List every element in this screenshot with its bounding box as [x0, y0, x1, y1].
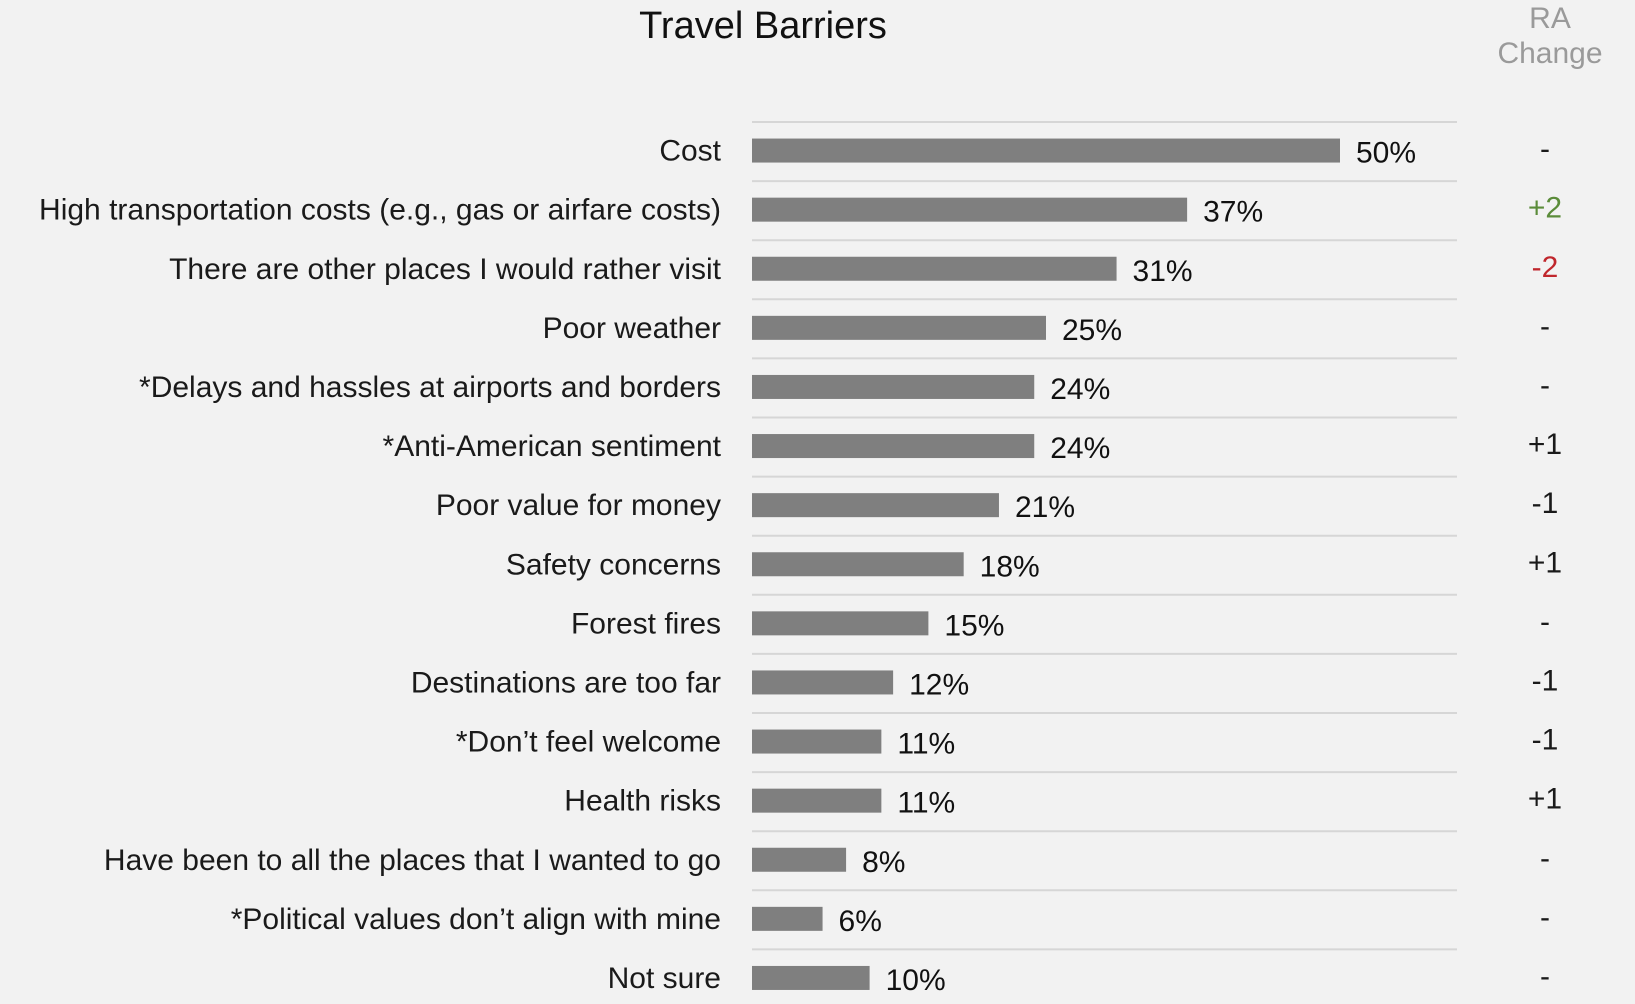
change-label: - — [1540, 133, 1550, 166]
value-label: 6% — [839, 905, 882, 938]
category-label: *Don’t feel welcome — [456, 726, 721, 759]
bar-row: *Anti-American sentiment 24% +1 — [383, 428, 1563, 465]
bar-row: *Political values don’t align with mine 6… — [231, 901, 1550, 938]
bar-row: Destinations are too far 12% -1 — [411, 664, 1559, 701]
change-label: -1 — [1532, 664, 1559, 697]
bar-row: Cost 50% - — [659, 133, 1550, 170]
change-label: - — [1540, 369, 1550, 402]
value-label: 8% — [862, 846, 905, 879]
bar-row: Have been to all the places that I wante… — [104, 842, 1550, 879]
category-label: *Political values don’t align with mine — [231, 903, 721, 936]
bar — [752, 965, 870, 990]
bar — [752, 138, 1340, 163]
change-label: - — [1540, 842, 1550, 875]
category-label: *Anti-American sentiment — [383, 430, 722, 463]
value-label: 11% — [897, 728, 955, 761]
chart-rows: Cost 50% - High transportation costs (e.g.,… — [39, 121, 1563, 997]
change-label: +1 — [1528, 546, 1562, 579]
bar — [752, 256, 1117, 281]
bar-row: Poor weather 25% - — [543, 310, 1550, 347]
bar — [752, 788, 882, 813]
change-label: - — [1540, 901, 1550, 934]
value-label: 24% — [1050, 432, 1110, 465]
category-label: High transportation costs (e.g., gas or … — [39, 194, 721, 227]
change-label: -1 — [1532, 724, 1559, 757]
value-label: 21% — [1015, 491, 1075, 524]
category-label: Cost — [659, 135, 721, 168]
change-label: - — [1540, 605, 1550, 638]
bar-row: Safety concerns 18% +1 — [506, 546, 1562, 583]
value-label: 37% — [1203, 196, 1263, 229]
value-label: 10% — [886, 964, 946, 997]
bar-row: *Delays and hassles at airports and bord… — [139, 369, 1550, 406]
category-label: There are other places I would rather vi… — [169, 253, 722, 286]
category-label: Not sure — [608, 962, 721, 995]
bar — [752, 493, 999, 518]
bar-row: Not sure 10% - — [608, 960, 1550, 997]
change-header-line1: RA — [1529, 2, 1571, 35]
value-label: 11% — [897, 787, 955, 820]
category-label: Forest fires — [571, 607, 721, 640]
bar-row: High transportation costs (e.g., gas or … — [39, 192, 1562, 229]
value-label: 24% — [1050, 373, 1110, 406]
category-label: *Delays and hassles at airports and bord… — [139, 371, 721, 404]
bar-row: Poor value for money 21% -1 — [436, 487, 1559, 524]
value-label: 12% — [909, 668, 969, 701]
value-label: 15% — [944, 609, 1004, 642]
bar — [752, 906, 823, 931]
change-header-line2: Change — [1497, 37, 1602, 70]
category-label: Poor value for money — [436, 489, 721, 522]
change-label: +1 — [1528, 428, 1562, 461]
change-label: - — [1540, 310, 1550, 343]
bar — [752, 729, 882, 754]
category-label: Safety concerns — [506, 548, 721, 581]
category-label: Poor weather — [543, 312, 721, 345]
bar — [752, 611, 929, 636]
bar-row: Forest fires 15% - — [571, 605, 1550, 642]
bar — [752, 434, 1035, 459]
bar — [752, 374, 1035, 399]
value-label: 31% — [1133, 255, 1193, 288]
value-label: 25% — [1062, 314, 1122, 347]
category-label: Destinations are too far — [411, 666, 721, 699]
value-label: 50% — [1356, 137, 1416, 170]
bar-row: Health risks 11% +1 — [564, 783, 1562, 820]
chart-title: Travel Barriers — [639, 5, 887, 47]
bar — [752, 670, 894, 695]
value-label: 18% — [980, 550, 1040, 583]
bar — [752, 847, 847, 872]
bar-row: There are other places I would rather vi… — [169, 251, 1558, 288]
change-label: - — [1540, 960, 1550, 993]
bar — [752, 552, 964, 577]
change-label: -1 — [1532, 487, 1559, 520]
bar-row: *Don’t feel welcome 11% -1 — [456, 724, 1558, 761]
category-label: Health risks — [564, 785, 721, 818]
change-label: +2 — [1528, 192, 1562, 225]
category-label: Have been to all the places that I wante… — [104, 844, 721, 877]
bar — [752, 315, 1046, 340]
change-label: -2 — [1532, 251, 1559, 284]
bar — [752, 197, 1188, 222]
change-label: +1 — [1528, 783, 1562, 816]
